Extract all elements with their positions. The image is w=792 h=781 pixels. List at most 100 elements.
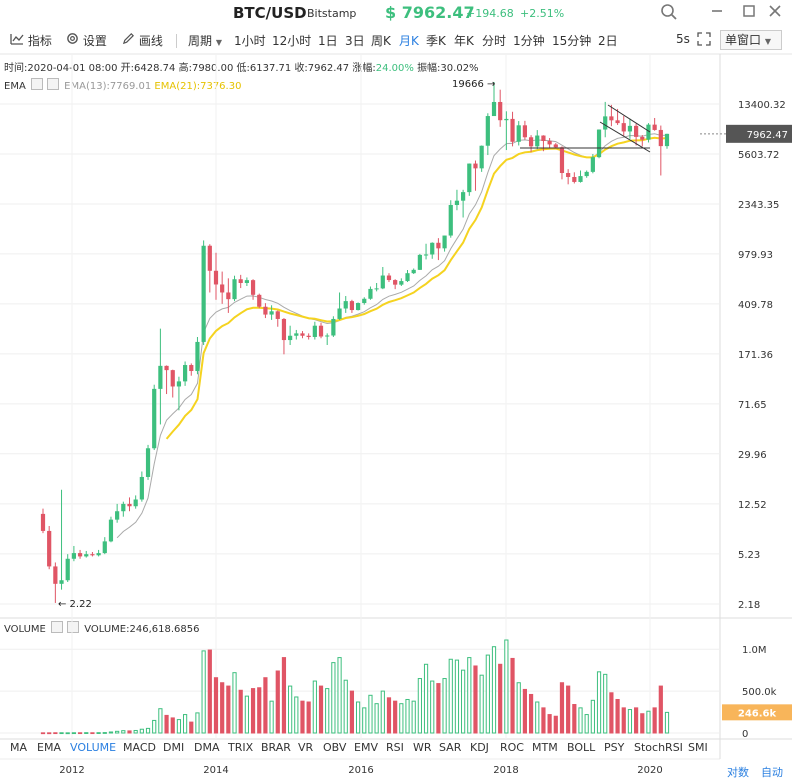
search-icon[interactable] (659, 3, 679, 23)
draw-label: 画线 (138, 34, 163, 48)
ema-close-icon[interactable] (46, 78, 59, 90)
indicator-tab-kdj[interactable]: KDJ (470, 741, 489, 754)
candle-body (244, 280, 249, 283)
close-icon[interactable] (765, 3, 785, 23)
volume-bar (127, 730, 132, 734)
volume-bar (164, 714, 169, 734)
indicator-tab-dmi[interactable]: DMI (163, 741, 185, 754)
candle-body (528, 137, 534, 147)
candle-body (77, 553, 83, 557)
indicator-tab-dma[interactable]: DMA (194, 741, 220, 754)
indicator-tab-stochrsi[interactable]: StochRSI (634, 741, 683, 754)
price-tick-label: 2343.35 (738, 200, 779, 211)
candle-body (634, 125, 639, 137)
price-change-pct: +2.51% (520, 7, 565, 20)
candle-body (306, 335, 311, 337)
period-1d[interactable]: 1日 (318, 34, 338, 48)
volume-bar (461, 669, 466, 734)
window-mode-select[interactable]: 单窗口 ▼ (720, 30, 782, 50)
ema13-value: EMA(13):7769.01 (64, 81, 152, 92)
price-tick-label: 979.93 (738, 250, 773, 261)
volume-bar (423, 663, 429, 734)
indicator-tab-obv[interactable]: OBV (323, 741, 347, 754)
indicator-tab-rsi[interactable]: RSI (386, 741, 404, 754)
volume-bar (77, 732, 83, 735)
volume-close-icon[interactable] (67, 621, 80, 633)
period-1min[interactable]: 1分钟 (513, 34, 545, 48)
period-week[interactable]: 周K (371, 34, 391, 48)
candle-body (139, 476, 144, 500)
candle-body (578, 176, 583, 182)
volume-settings-icon[interactable] (51, 621, 64, 633)
indicator-tab-ma[interactable]: MA (10, 741, 28, 754)
candle-body (84, 554, 89, 557)
trendlines (520, 104, 651, 153)
expand-icon[interactable] (697, 32, 711, 49)
indicator-tab-boll[interactable]: BOLL (567, 741, 596, 754)
volume-legend: VOLUME VOLUME:246,618.6856 (4, 621, 199, 635)
volume-bar (102, 732, 107, 734)
volume-bar (528, 693, 534, 734)
volume-bar (281, 657, 287, 734)
volume-bar (355, 701, 361, 734)
volume-bar (288, 685, 293, 734)
indicator-tab-brar[interactable]: BRAR (261, 741, 291, 754)
indicator-tab-macd[interactable]: MACD (123, 741, 156, 754)
minimize-icon[interactable] (707, 3, 727, 23)
candle-body (127, 503, 132, 507)
period-quarter[interactable]: 季K (426, 34, 446, 48)
candle-body (448, 205, 453, 236)
indicator-tab-trix[interactable]: TRIX (228, 741, 254, 754)
volume-bar (139, 728, 144, 734)
period-12h[interactable]: 12小时 (272, 34, 312, 48)
indicator-tab-sar[interactable]: SAR (439, 741, 462, 754)
price-tick-label: 2.18 (738, 600, 760, 611)
indicator-tab-ema[interactable]: EMA (37, 741, 61, 754)
volume-bar (362, 707, 367, 734)
period-menu[interactable]: 周期 ▼ (188, 32, 222, 49)
price-tick-label: 71.65 (738, 400, 767, 411)
volume-value: VOLUME:246,618.6856 (84, 624, 200, 635)
indicator-tab-roc[interactable]: ROC (500, 741, 524, 754)
indicator-tab-wr[interactable]: WR (413, 741, 432, 754)
auto-scale-button[interactable]: 自动 (761, 766, 783, 779)
candle-body (226, 292, 231, 300)
indicator-tab-volume[interactable]: VOLUME (70, 741, 117, 754)
indicator-tab-vr[interactable]: VR (298, 741, 314, 754)
price-tick-label: 29.96 (738, 450, 767, 461)
period-month[interactable]: 月K (399, 34, 419, 48)
period-1h[interactable]: 1小时 (234, 34, 266, 48)
indicator-tab-mtm[interactable]: MTM (532, 741, 558, 754)
indicator-tab-emv[interactable]: EMV (354, 741, 378, 754)
volume-bar (374, 703, 379, 734)
period-15min[interactable]: 15分钟 (552, 34, 592, 48)
candle-body (646, 124, 651, 140)
maximize-icon[interactable] (739, 3, 759, 23)
refresh-interval[interactable]: 5s (676, 32, 690, 46)
log-scale-button[interactable]: 对数 (727, 766, 749, 779)
indicators-button[interactable]: 指标 (10, 32, 52, 49)
settings-button[interactable]: 设置 (66, 32, 107, 49)
indicators-icon (10, 34, 28, 48)
candle-body (176, 381, 182, 387)
candle-body (374, 288, 379, 290)
volume-bar (318, 685, 324, 734)
x-axis-year-label: 2014 (203, 765, 228, 776)
volume-bar (47, 732, 52, 735)
volume-bar (232, 672, 237, 734)
period-timeshare[interactable]: 分时 (482, 34, 507, 48)
period-year[interactable]: 年K (454, 34, 474, 48)
indicator-tab-smi[interactable]: SMI (688, 741, 708, 754)
candle-body (393, 280, 398, 285)
volume-bar (510, 657, 515, 734)
candle-body (504, 118, 509, 121)
period-2d[interactable]: 2日 (598, 34, 618, 48)
indicator-tab-psy[interactable]: PSY (604, 741, 625, 754)
ema-settings-icon[interactable] (30, 78, 43, 90)
draw-button[interactable]: 画线 (122, 32, 163, 49)
volume-bar (275, 670, 280, 734)
volume-legend-name: VOLUME (4, 624, 46, 635)
window-mode-value: 单窗口 (725, 33, 762, 47)
period-3d[interactable]: 3日 (345, 34, 365, 48)
